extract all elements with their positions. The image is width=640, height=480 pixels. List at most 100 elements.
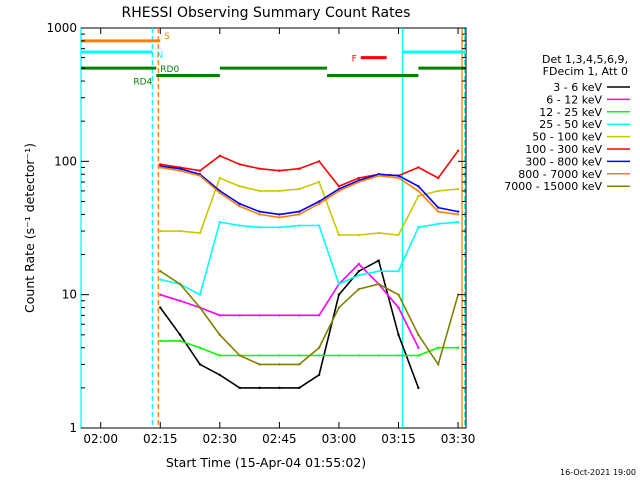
series-point-6-7 [298,210,301,213]
series-point-8-10 [357,287,360,291]
series-point-4-2 [198,231,202,235]
flag-label-s: S [164,32,170,42]
series-point-2-1 [178,339,182,343]
series-point-8-13 [417,333,420,337]
series-point-4-15 [456,187,460,191]
series-point-7-5 [258,213,261,216]
series-point-0-13 [417,386,420,390]
series-point-3-15 [456,220,460,224]
flag-label-rd4: RD4 [133,78,152,88]
series-point-8-6 [278,363,281,366]
series-line-800-7000-kev [160,166,459,219]
series-point-0-10 [357,269,360,273]
series-point-0-6 [278,386,281,390]
series-point-3-11 [377,269,380,273]
series-point-7-6 [278,216,281,219]
legend-entry-label: 3 - 6 keV [553,81,602,94]
series-point-5-9 [337,185,341,188]
x-tick-label: 02:30 [203,432,238,446]
series-point-3-7 [298,224,301,227]
series-point-5-15 [456,149,460,152]
legend-entry-label: 100 - 300 keV [525,143,602,156]
series-point-3-9 [337,282,341,286]
series-point-3-12 [397,269,400,273]
series-point-5-2 [198,169,202,172]
series-point-6-4 [238,202,241,206]
series-point-1-6 [278,314,281,317]
series-point-3-2 [198,293,202,296]
series-point-4-0 [159,229,162,233]
series-point-7-4 [238,205,241,208]
series-point-6-8 [317,200,321,203]
series-point-1-1 [178,299,182,302]
series-point-7-2 [198,174,202,177]
flag-label-rd0: RD0 [160,65,179,75]
series-point-4-3 [218,176,222,180]
series-point-7-8 [317,202,321,206]
series-point-5-14 [437,176,440,180]
series-point-5-4 [238,163,241,166]
series-point-4-12 [397,233,400,237]
series-point-2-9 [337,354,341,357]
series-point-2-14 [437,346,440,349]
series-point-1-10 [357,262,360,266]
series-point-2-15 [456,346,460,349]
series-point-2-8 [317,354,321,357]
series-point-1-3 [218,314,222,317]
y-axis-ticks: 1 10 100 1000 [46,21,466,435]
series-point-1-7 [298,314,301,317]
series-point-5-6 [278,169,281,172]
series-point-7-1 [178,169,182,172]
series-point-0-5 [258,386,261,390]
flag-label-n: N [156,51,163,61]
series-point-2-13 [417,354,420,357]
series-line-300-800-kev [160,165,459,216]
series-line-50-100-kev [160,176,459,236]
series-point-6-5 [258,210,261,213]
y-axis-label: Count Rate (s⁻¹ detector⁻¹) [22,143,37,313]
series-point-8-1 [178,282,182,286]
series-point-2-10 [357,354,360,357]
series-line-6-12-kev [160,262,420,349]
series-point-6-1 [178,167,182,170]
series-point-0-2 [198,363,202,366]
legend-header-line: FDecim 1, Att 0 [543,65,628,78]
series-point-6-15 [456,210,460,213]
series-point-2-12 [397,354,400,357]
x-axis-ticks: 02:00 02:15 02:30 02:45 03:00 03:15 03:30 [83,28,475,446]
series-point-0-7 [298,386,301,390]
series-point-4-8 [317,180,321,184]
series-line-25-50-kev [160,221,459,296]
series-point-3-5 [258,226,261,229]
series-point-7-15 [456,213,460,216]
series-point-4-9 [337,233,341,237]
series-point-7-10 [357,180,360,184]
series-line-7000-15000-kev [159,270,459,367]
y-tick-label: 10 [62,288,77,302]
series-line-12-25-kev [160,340,459,357]
y-tick-label: 1 [69,421,77,435]
series-point-7-11 [377,174,380,177]
series-point-8-4 [238,354,241,357]
series-point-3-6 [278,226,281,229]
chart-title: RHESSI Observing Summary Count Rates [122,5,411,21]
series-point-8-3 [218,333,222,337]
series-point-7-14 [437,210,440,213]
series-point-2-6 [278,354,281,357]
series-point-6-14 [437,206,440,209]
series-point-4-4 [238,185,241,188]
series-point-7-7 [298,213,301,216]
legend-entry-label: 12 - 25 keV [539,106,602,119]
series-point-0-8 [317,373,321,377]
series-point-8-8 [317,346,321,349]
series-point-1-12 [397,306,400,309]
legend: Det 1,3,4,5,6,9,FDecim 1, Att 0 3 - 6 keV… [504,53,630,193]
series-point-4-10 [357,233,360,237]
series-point-3-14 [437,222,440,226]
x-tick-label: 03:15 [381,432,416,446]
series-point-8-12 [397,293,400,296]
series-point-1-4 [238,314,241,317]
series-point-7-13 [417,189,420,193]
x-tick-label: 02:15 [143,432,178,446]
legend-entry-label: 300 - 800 keV [525,155,602,168]
